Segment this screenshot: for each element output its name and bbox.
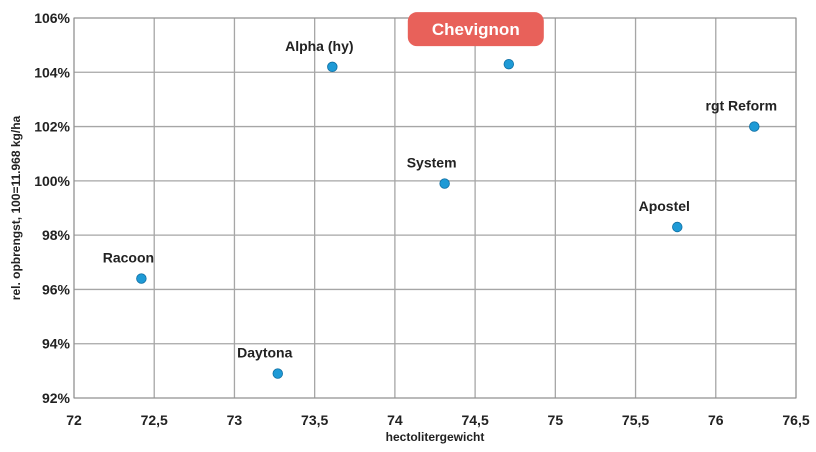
data-point-alpha-hy: Alpha (hy) xyxy=(285,38,354,73)
x-tick-label: 72 xyxy=(66,412,82,428)
highlight-label-badge xyxy=(407,12,544,47)
point-label: Racoon xyxy=(103,250,154,266)
data-point-daytona: Daytona xyxy=(237,345,293,379)
y-axis-ticks: 92% 94% 96% 98% 100% 102% 104% 106% xyxy=(34,10,70,406)
point-label: rgt Reform xyxy=(706,98,778,114)
data-point-apostel: Apostel xyxy=(639,198,690,233)
point-marker xyxy=(327,61,338,73)
point-label: Apostel xyxy=(639,198,690,214)
point-marker xyxy=(749,121,760,132)
y-tick-label: 94% xyxy=(42,336,71,352)
y-tick-label: 98% xyxy=(42,227,71,243)
x-tick-label: 76 xyxy=(708,412,724,428)
y-axis-title: rel. opbrengst, 100=11.968 kg/ha xyxy=(9,115,23,300)
point-marker xyxy=(439,178,450,189)
point-label: Alpha (hy) xyxy=(285,38,353,54)
x-tick-label: 72,5 xyxy=(141,412,168,428)
x-tick-label: 73 xyxy=(227,412,243,428)
point-marker xyxy=(672,221,683,233)
data-point-chevignon: Chevignon xyxy=(407,12,544,70)
y-tick-label: 102% xyxy=(34,119,70,135)
y-tick-label: 106% xyxy=(34,10,70,26)
y-tick-label: 92% xyxy=(42,390,71,406)
data-point-racoon: Racoon xyxy=(103,250,154,284)
data-point-system: System xyxy=(407,155,457,189)
point-label: Daytona xyxy=(237,345,292,361)
y-tick-label: 104% xyxy=(34,64,70,80)
x-tick-label: 75 xyxy=(548,412,564,428)
y-tick-label: 96% xyxy=(42,281,71,297)
point-marker xyxy=(136,273,147,284)
point-label: Chevignon xyxy=(432,20,520,39)
point-marker xyxy=(503,58,515,70)
x-tick-label: 75,5 xyxy=(622,412,649,428)
data-point-rgt-reform: rgt Reform xyxy=(706,98,778,132)
x-tick-label: 76,5 xyxy=(782,412,809,428)
data-points: Racoon Daytona Alpha (hy) System Chevignon Ap… xyxy=(103,12,778,379)
point-label: System xyxy=(407,155,457,171)
x-tick-label: 74,5 xyxy=(461,412,488,428)
x-tick-label: 73,5 xyxy=(301,412,328,428)
x-axis-title: hectolitergewicht xyxy=(386,430,485,444)
x-tick-label: 74 xyxy=(387,412,403,428)
x-axis-ticks: 72 72,5 73 73,5 74 74,5 75 75,5 76 76,5 xyxy=(66,412,810,428)
y-tick-label: 100% xyxy=(34,173,70,189)
point-marker xyxy=(272,368,283,379)
